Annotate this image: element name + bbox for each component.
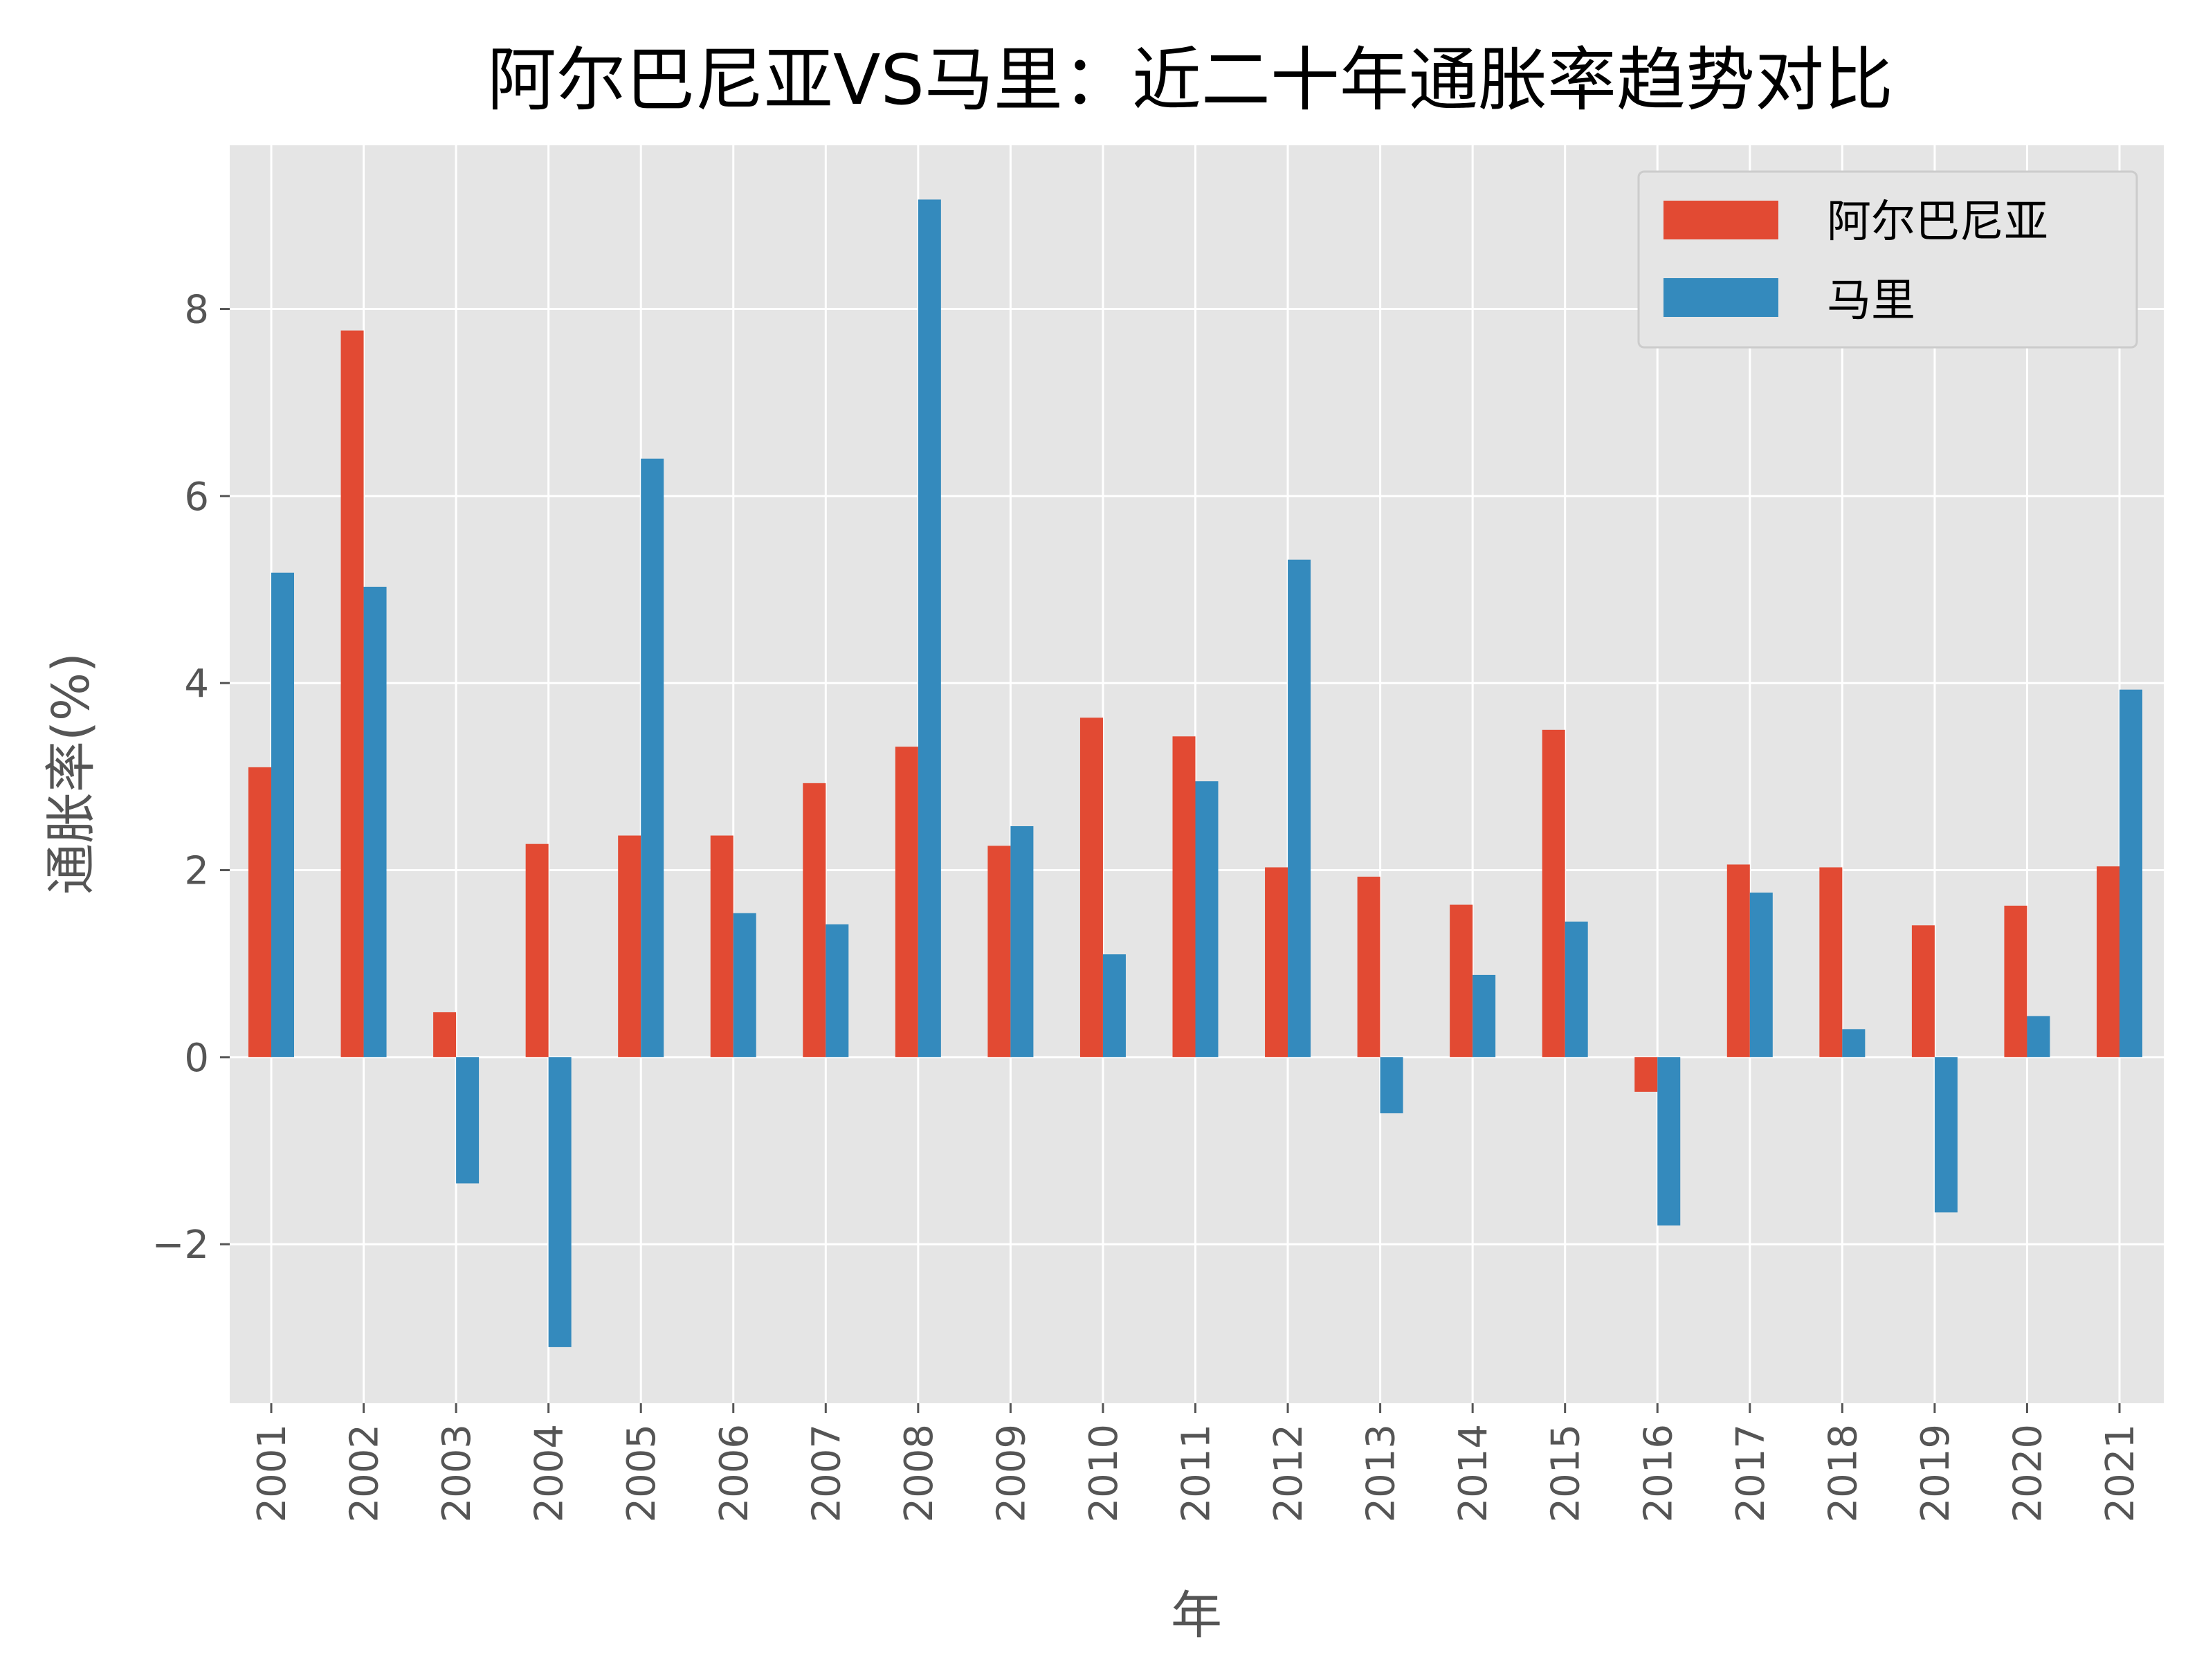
bar-2017-series-1: [1749, 892, 1773, 1057]
x-tick-label: 2003: [435, 1424, 480, 1523]
bar-2015-series-1: [1565, 921, 1588, 1057]
bar-2013-series-1: [1380, 1057, 1403, 1113]
bar-2004-series-1: [548, 1057, 572, 1347]
x-axis-label: 年: [1171, 1586, 1222, 1645]
bar-2011-series-0: [1172, 736, 1196, 1057]
bar-2012-series-0: [1265, 867, 1288, 1057]
x-tick-label: 2012: [1266, 1424, 1311, 1523]
x-tick-label: 2010: [1082, 1424, 1127, 1523]
bar-2002-series-0: [340, 330, 364, 1057]
y-axis-ticks: −2 0 2 4 6 8: [152, 288, 230, 1268]
legend-swatch-mali: [1663, 278, 1778, 317]
x-tick-label: 2019: [1913, 1424, 1958, 1523]
bar-2019-series-1: [1934, 1057, 1958, 1213]
bar-2011-series-1: [1195, 781, 1219, 1057]
bar-2016-series-1: [1657, 1057, 1681, 1226]
x-tick-label: 2004: [527, 1424, 572, 1523]
bar-2021-series-1: [2119, 689, 2142, 1057]
bar-2010-series-1: [1102, 954, 1126, 1057]
x-tick-label: 2021: [2098, 1424, 2143, 1523]
bar-2020-series-0: [2004, 905, 2027, 1057]
legend-swatch-albania: [1663, 201, 1778, 239]
x-tick-label: 2013: [1359, 1424, 1404, 1523]
bar-2005-series-0: [618, 835, 641, 1057]
bar-2006-series-1: [733, 913, 756, 1057]
bar-2004-series-0: [525, 843, 549, 1057]
bar-2020-series-1: [2027, 1016, 2050, 1057]
bar-2002-series-1: [363, 586, 387, 1057]
bar-2018-series-1: [1842, 1029, 1866, 1057]
x-tick-label: 2017: [1729, 1424, 1774, 1523]
y-tick-label: 0: [184, 1036, 209, 1081]
bar-2017-series-0: [1726, 864, 1750, 1057]
x-tick-label: 2002: [343, 1424, 388, 1523]
x-tick-label: 2015: [1544, 1424, 1589, 1523]
y-tick-label: 4: [184, 661, 209, 706]
bar-2012-series-1: [1288, 559, 1311, 1057]
x-tick-label: 2018: [1821, 1424, 1866, 1523]
bar-2001-series-0: [248, 767, 271, 1057]
bar-2003-series-0: [433, 1012, 457, 1057]
x-tick-label: 2014: [1451, 1424, 1496, 1523]
bar-2010-series-0: [1079, 718, 1103, 1057]
bar-2018-series-0: [1819, 867, 1843, 1057]
bar-2007-series-0: [803, 783, 826, 1057]
x-tick-label: 2020: [2005, 1424, 2050, 1523]
legend: 阿尔巴尼亚 马里: [1637, 170, 2138, 349]
legend-label-albania: 阿尔巴尼亚: [1827, 197, 2048, 248]
bar-2006-series-0: [710, 835, 733, 1057]
bar-2014-series-1: [1473, 974, 1496, 1057]
x-tick-label: 2009: [989, 1424, 1034, 1523]
bar-2014-series-0: [1450, 904, 1473, 1057]
x-tick-label: 2011: [1174, 1424, 1219, 1523]
bar-2001-series-1: [271, 572, 294, 1057]
x-tick-label: 2007: [804, 1424, 849, 1523]
bars: [248, 199, 2142, 1347]
bar-2005-series-1: [641, 458, 664, 1057]
bar-2013-series-0: [1357, 877, 1380, 1057]
legend-label-mali: 马里: [1827, 275, 1915, 327]
bar-2009-series-1: [1010, 826, 1034, 1057]
bar-2007-series-1: [826, 924, 849, 1057]
y-tick-label: 8: [184, 288, 209, 333]
y-tick-label: 2: [184, 849, 209, 894]
y-axis-label: 通胀率(%): [42, 652, 101, 895]
bar-2008-series-0: [895, 747, 918, 1057]
bar-2015-series-0: [1542, 729, 1565, 1057]
chart-title: 阿尔巴尼亚VS马里：近二十年通胀率趋势对比: [487, 39, 1893, 120]
bar-2016-series-0: [1634, 1057, 1658, 1092]
x-tick-label: 2008: [897, 1424, 942, 1523]
bar-2003-series-1: [456, 1057, 480, 1184]
bar-2008-series-1: [918, 199, 941, 1057]
y-tick-label: −2: [152, 1223, 209, 1268]
x-tick-label: 2001: [250, 1424, 295, 1523]
bar-2009-series-0: [987, 846, 1011, 1057]
bar-2019-series-0: [1911, 925, 1935, 1057]
x-tick-label: 2006: [712, 1424, 757, 1523]
x-axis-ticks: 2001 2002 2003 2004 2005 2006 2007 2008 2009 2010…: [250, 1403, 2143, 1523]
y-tick-label: 6: [184, 475, 209, 520]
x-tick-label: 2016: [1636, 1424, 1681, 1523]
x-tick-label: 2005: [619, 1424, 664, 1523]
bar-2021-series-0: [2097, 866, 2119, 1057]
